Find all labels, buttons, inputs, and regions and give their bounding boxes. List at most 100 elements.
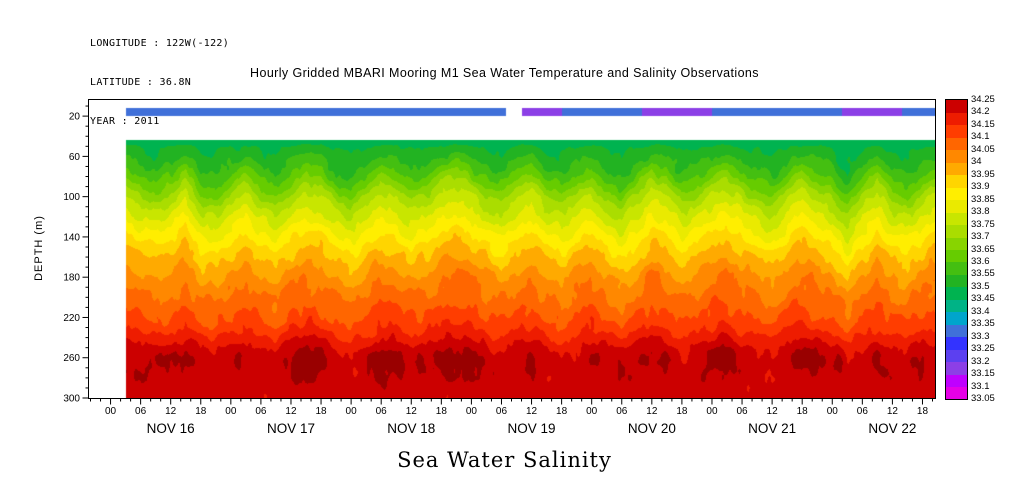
colorbar-tick-label: 33.2 bbox=[971, 355, 990, 367]
colorbar-cell bbox=[946, 386, 967, 400]
x-tick-label: 18 bbox=[556, 406, 568, 417]
x-tick-label: 12 bbox=[526, 406, 538, 417]
contour-field bbox=[88, 99, 935, 398]
x-tick-label: 12 bbox=[165, 406, 177, 417]
colorbar-cell bbox=[946, 100, 967, 113]
colorbar-tick-label: 33.15 bbox=[971, 368, 995, 380]
day-label: NOV 18 bbox=[387, 421, 435, 436]
x-tick-label: 12 bbox=[646, 406, 658, 417]
x-tick-label: 12 bbox=[887, 406, 899, 417]
colorbar-cell bbox=[946, 112, 967, 126]
y-tick-label: 20 bbox=[69, 112, 81, 123]
x-tick-label: 00 bbox=[346, 406, 358, 417]
colorbar-cell bbox=[946, 299, 967, 313]
y-tick-label: 60 bbox=[69, 152, 81, 163]
colorbar-tick-label: 33.75 bbox=[971, 218, 995, 230]
day-label: NOV 16 bbox=[147, 421, 195, 436]
x-tick-label: 06 bbox=[496, 406, 508, 417]
colorbar-cell bbox=[946, 124, 967, 138]
colorbar-tick-label: 33.45 bbox=[971, 293, 995, 305]
colorbar-tick-label: 34.05 bbox=[971, 143, 995, 155]
x-tick-label: 06 bbox=[736, 406, 748, 417]
x-tick-label: 18 bbox=[917, 406, 929, 417]
longitude-label: LONGITUDE : 122W(-122) bbox=[90, 38, 230, 49]
colorbar-cell bbox=[946, 149, 967, 163]
y-tick-label: 180 bbox=[63, 273, 80, 284]
colorbar-tick-label: 34.2 bbox=[971, 106, 990, 118]
colorbar-cell bbox=[946, 311, 967, 325]
x-tick-label: 00 bbox=[586, 406, 598, 417]
colorbar-tick-label: 33.65 bbox=[971, 243, 995, 255]
colorbar-tick-label: 33.3 bbox=[971, 330, 990, 342]
colorbar-tick-label: 33.7 bbox=[971, 231, 990, 243]
x-tick-label: 00 bbox=[225, 406, 237, 417]
x-tick-label: 00 bbox=[105, 406, 117, 417]
colorbar-tick-label: 33.1 bbox=[971, 380, 990, 392]
colorbar-cell bbox=[946, 187, 967, 201]
colorbar-tick-label: 33.6 bbox=[971, 255, 990, 267]
x-tick-label: 06 bbox=[616, 406, 628, 417]
x-tick-label: 18 bbox=[676, 406, 688, 417]
colorbar-cell bbox=[946, 212, 967, 226]
x-tick-label: 12 bbox=[406, 406, 418, 417]
colorbar-cell bbox=[946, 336, 967, 350]
colorbar-cell bbox=[946, 249, 967, 263]
day-label: NOV 22 bbox=[868, 421, 916, 436]
colorbar-cell bbox=[946, 286, 967, 300]
colorbar-cell bbox=[946, 349, 967, 363]
y-tick-label: 300 bbox=[63, 394, 80, 405]
colorbar-tick-label: 33.55 bbox=[971, 268, 995, 280]
day-label: NOV 17 bbox=[267, 421, 315, 436]
day-label: NOV 21 bbox=[748, 421, 796, 436]
x-tick-label: 12 bbox=[767, 406, 779, 417]
colorbar-cell bbox=[946, 261, 967, 275]
x-tick-label: 00 bbox=[827, 406, 839, 417]
colorbar-cell bbox=[946, 237, 967, 250]
plot-title: Hourly Gridded MBARI Mooring M1 Sea Wate… bbox=[250, 66, 759, 80]
x-tick-label: 18 bbox=[195, 406, 207, 417]
x-tick-label: 06 bbox=[255, 406, 267, 417]
colorbar-tick-label: 33.8 bbox=[971, 206, 990, 218]
day-label: NOV 20 bbox=[628, 421, 676, 436]
colorbar-tick-label: 33.95 bbox=[971, 168, 995, 180]
y-tick-label: 220 bbox=[63, 313, 80, 324]
colorbar-tick-label: 34 bbox=[971, 156, 982, 168]
colorbar-cell bbox=[946, 374, 967, 388]
x-tick-label: 06 bbox=[857, 406, 869, 417]
colorbar-tick-label: 33.5 bbox=[971, 280, 990, 292]
colorbar-cell bbox=[946, 274, 967, 288]
colorbar bbox=[945, 99, 968, 400]
colorbar-cell bbox=[946, 361, 967, 375]
colorbar-tick-label: 34.15 bbox=[971, 118, 995, 130]
colorbar-cell bbox=[946, 199, 967, 213]
y-tick-label: 140 bbox=[63, 232, 80, 243]
colorbar-tick-label: 33.4 bbox=[971, 305, 990, 317]
colorbar-cell bbox=[946, 162, 967, 176]
x-tick-label: 00 bbox=[706, 406, 718, 417]
latitude-label: LATITUDE : 36.8N bbox=[90, 77, 192, 88]
x-tick-label: 18 bbox=[797, 406, 809, 417]
x-tick-label: 06 bbox=[135, 406, 147, 417]
colorbar-cell bbox=[946, 174, 967, 188]
day-label: NOV 19 bbox=[508, 421, 556, 436]
colorbar-tick-label: 33.35 bbox=[971, 318, 995, 330]
colorbar-tick-label: 33.9 bbox=[971, 181, 990, 193]
colorbar-tick-label: 33.25 bbox=[971, 343, 995, 355]
footer-label: Sea Water Salinity bbox=[397, 448, 612, 472]
colorbar-tick-label: 33.85 bbox=[971, 193, 995, 205]
y-axis-label: DEPTH (m) bbox=[33, 215, 45, 281]
y-tick-label: 260 bbox=[63, 353, 80, 364]
x-tick-label: 18 bbox=[315, 406, 327, 417]
colorbar-tick-label: 34.1 bbox=[971, 131, 990, 143]
colorbar-tick-label: 34.25 bbox=[971, 94, 995, 105]
colorbar-tick-label: 33.05 bbox=[971, 393, 995, 404]
colorbar-cell bbox=[946, 137, 967, 151]
x-tick-label: 12 bbox=[285, 406, 297, 417]
x-tick-label: 00 bbox=[466, 406, 478, 417]
x-tick-label: 06 bbox=[376, 406, 388, 417]
colorbar-cell bbox=[946, 324, 967, 338]
colorbar-cell bbox=[946, 224, 967, 238]
y-tick-label: 100 bbox=[63, 192, 80, 203]
x-tick-label: 18 bbox=[436, 406, 448, 417]
